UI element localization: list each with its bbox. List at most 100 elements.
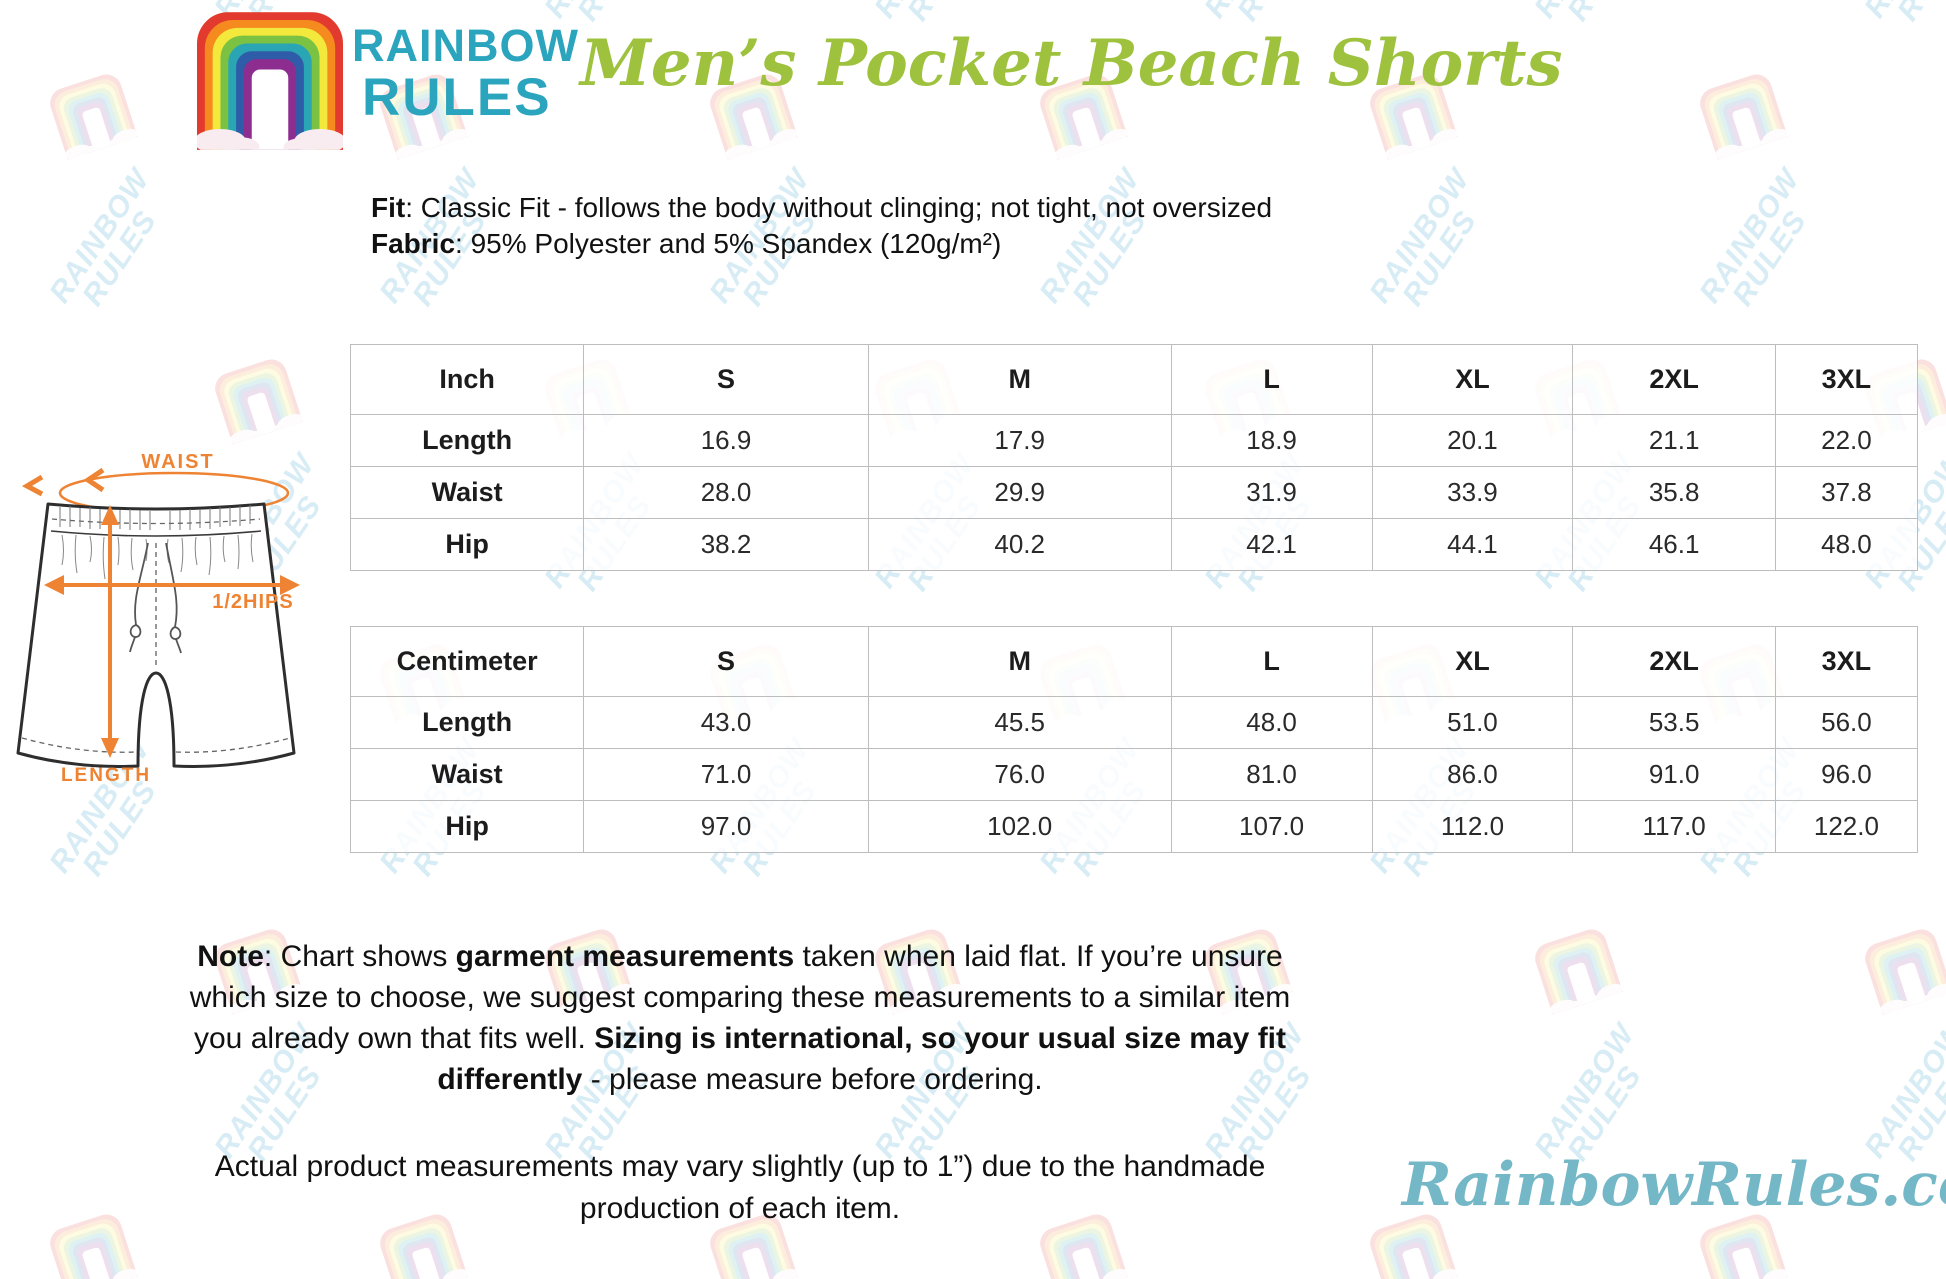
text-segment: Sizing is international, so your usual s… bbox=[594, 1022, 1287, 1055]
fit-text: : Classic Fit - follows the body without… bbox=[405, 192, 1273, 223]
measurement-value-cell: 45.5 bbox=[867, 696, 1172, 749]
length-label: LENGTH bbox=[61, 765, 151, 786]
brand-logo-line1: RAINBOW bbox=[352, 20, 579, 71]
table-row: Hip 38.2 40.2 42.1 44.1 46.1 48.0 bbox=[349, 518, 1919, 571]
shorts-measurement-diagram: WAIST 1/2HIPS bbox=[16, 451, 300, 786]
waist-label: WAIST bbox=[141, 451, 214, 473]
measurement-label-cell: Length bbox=[349, 414, 585, 467]
measurement-value-cell: 29.9 bbox=[867, 466, 1172, 519]
brand-logo-line2: RULES bbox=[362, 68, 552, 127]
measurement-label-cell: Hip bbox=[349, 800, 585, 853]
text-segment: : Chart shows bbox=[263, 940, 456, 973]
measurement-label-cell: Hip bbox=[349, 518, 585, 571]
measurement-value-cell: 20.1 bbox=[1371, 414, 1574, 467]
measurement-value-cell: 46.1 bbox=[1572, 518, 1776, 571]
size-header-cell: 2XL bbox=[1572, 344, 1776, 415]
size-header-cell: M bbox=[867, 626, 1172, 697]
size-header-cell: L bbox=[1170, 344, 1373, 415]
measurement-value-cell: 97.0 bbox=[583, 800, 869, 853]
measurement-value-cell: 35.8 bbox=[1572, 466, 1776, 519]
fabric-text: : 95% Polyester and 5% Spandex (120g/m²) bbox=[455, 228, 1002, 259]
measurement-value-cell: 122.0 bbox=[1774, 800, 1919, 853]
size-header-cell: XL bbox=[1371, 626, 1574, 697]
size-header-cell: M bbox=[867, 344, 1172, 415]
text-segment: differently bbox=[437, 1063, 583, 1096]
measurement-value-cell: 56.0 bbox=[1774, 696, 1919, 749]
size-table-inch: Inch S M L XL 2XL 3XL Length 16.9 17.9 18.9 20.1 21.… bbox=[349, 344, 1919, 571]
measurement-value-cell: 43.0 bbox=[583, 696, 869, 749]
measurement-value-cell: 22.0 bbox=[1774, 414, 1919, 467]
text-segment: Note bbox=[197, 940, 264, 973]
measurement-value-cell: 16.9 bbox=[583, 414, 869, 467]
unit-header-cell: Centimeter bbox=[349, 626, 585, 697]
sizing-note: Note: Chart shows garment measurements t… bbox=[140, 936, 1340, 1100]
text-segment: you already own that fits well. bbox=[193, 1022, 595, 1055]
measurement-label-cell: Length bbox=[349, 696, 585, 749]
waist-arrowhead-icon bbox=[83, 467, 105, 493]
half-hips-label: 1/2HIPS bbox=[212, 591, 293, 613]
measurement-value-cell: 31.9 bbox=[1170, 466, 1373, 519]
size-header-cell: S bbox=[583, 344, 869, 415]
size-header-cell: 3XL bbox=[1774, 344, 1919, 415]
measurement-value-cell: 76.0 bbox=[867, 748, 1172, 801]
fabric-line: Fabric: 95% Polyester and 5% Spandex (12… bbox=[371, 226, 1272, 262]
fabric-label: Fabric bbox=[371, 228, 456, 259]
measurement-value-cell: 91.0 bbox=[1572, 748, 1776, 801]
text-segment: which size to choose, we suggest compari… bbox=[189, 981, 1291, 1014]
brand-logo-text: RAINBOW RULES bbox=[352, 22, 579, 126]
measurement-label-cell: Waist bbox=[349, 466, 585, 519]
unit-header-cell: Inch bbox=[349, 344, 585, 415]
size-header-cell: L bbox=[1170, 626, 1373, 697]
text-segment: - please measure before ordering. bbox=[582, 1063, 1043, 1096]
text-segment: garment measurements bbox=[455, 940, 795, 973]
waist-arrowhead-icon bbox=[21, 474, 44, 497]
table-row: Hip 97.0 102.0 107.0 112.0 117.0 122.0 bbox=[349, 800, 1919, 853]
page-title: Men’s Pocket Beach Shorts bbox=[580, 26, 1563, 101]
measurement-value-cell: 102.0 bbox=[867, 800, 1172, 853]
measurement-value-cell: 44.1 bbox=[1371, 518, 1574, 571]
table-row: Length 43.0 45.5 48.0 51.0 53.5 56.0 bbox=[349, 696, 1919, 749]
measurement-value-cell: 107.0 bbox=[1170, 800, 1373, 853]
drawstring bbox=[129, 542, 182, 654]
size-header-cell: 2XL bbox=[1572, 626, 1776, 697]
measurement-value-cell: 81.0 bbox=[1170, 748, 1373, 801]
measurement-value-cell: 17.9 bbox=[867, 414, 1172, 467]
size-table-centimeter: Centimeter S M L XL 2XL 3XL Length 43.0 45.5 48.0 5… bbox=[349, 626, 1919, 853]
variance-note: Actual product measurements may vary sli… bbox=[140, 1146, 1340, 1230]
text-segment: Actual product measurements may vary sli… bbox=[214, 1150, 1266, 1183]
rainbow-arch-icon bbox=[197, 12, 343, 150]
website-wordmark: RainbowRules.com bbox=[1402, 1150, 1946, 1220]
measurement-value-cell: 21.1 bbox=[1572, 414, 1776, 467]
fit-label: Fit bbox=[371, 192, 406, 223]
measurement-value-cell: 53.5 bbox=[1572, 696, 1776, 749]
product-info: Fit: Classic Fit - follows the body with… bbox=[371, 190, 1272, 262]
size-header-cell: XL bbox=[1371, 344, 1574, 415]
measurement-value-cell: 28.0 bbox=[583, 466, 869, 519]
measurement-value-cell: 117.0 bbox=[1572, 800, 1776, 853]
measurement-value-cell: 96.0 bbox=[1774, 748, 1919, 801]
half-hips-arrow bbox=[44, 575, 300, 595]
length-arrow bbox=[101, 505, 119, 758]
measurement-value-cell: 86.0 bbox=[1371, 748, 1574, 801]
table-row: Waist 71.0 76.0 81.0 86.0 91.0 96.0 bbox=[349, 748, 1919, 801]
measurement-value-cell: 33.9 bbox=[1371, 466, 1574, 519]
size-table: Centimeter S M L XL 2XL 3XL Length 43.0 45.5 48.0 5… bbox=[349, 626, 1919, 853]
table-row: Waist 28.0 29.9 31.9 33.9 35.8 37.8 bbox=[349, 466, 1919, 519]
measurement-value-cell: 37.8 bbox=[1774, 466, 1919, 519]
measurement-value-cell: 18.9 bbox=[1170, 414, 1373, 467]
size-header-cell: 3XL bbox=[1774, 626, 1919, 697]
size-table: Inch S M L XL 2XL 3XL Length 16.9 17.9 18.9 20.1 21.… bbox=[349, 344, 1919, 571]
measurement-value-cell: 38.2 bbox=[583, 518, 869, 571]
text-segment: taken when laid flat. If you’re unsure bbox=[794, 940, 1283, 973]
table-row: Length 16.9 17.9 18.9 20.1 21.1 22.0 bbox=[349, 414, 1919, 467]
measurement-value-cell: 48.0 bbox=[1170, 696, 1373, 749]
measurement-value-cell: 48.0 bbox=[1774, 518, 1919, 571]
measurement-value-cell: 51.0 bbox=[1371, 696, 1574, 749]
measurement-label-cell: Waist bbox=[349, 748, 585, 801]
size-header-cell: S bbox=[583, 626, 869, 697]
measurement-value-cell: 40.2 bbox=[867, 518, 1172, 571]
text-segment: production of each item. bbox=[579, 1192, 901, 1225]
measurement-value-cell: 71.0 bbox=[583, 748, 869, 801]
measurement-value-cell: 42.1 bbox=[1170, 518, 1373, 571]
